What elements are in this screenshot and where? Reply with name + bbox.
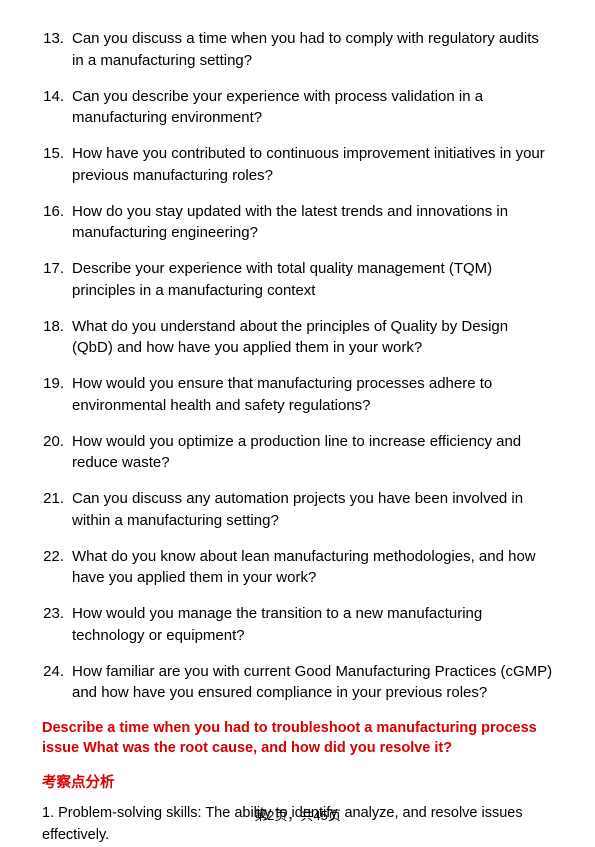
question-text: How do you stay updated with the latest … bbox=[72, 201, 553, 245]
question-number: 14. bbox=[42, 86, 72, 130]
question-number: 16. bbox=[42, 201, 72, 245]
question-number: 20. bbox=[42, 431, 72, 475]
question-list: 13.Can you discuss a time when you had t… bbox=[42, 28, 553, 704]
question-number: 21. bbox=[42, 488, 72, 532]
question-number: 19. bbox=[42, 373, 72, 417]
question-text: How have you contributed to continuous i… bbox=[72, 143, 553, 187]
question-text: What do you understand about the princip… bbox=[72, 316, 553, 360]
question-item: 23.How would you manage the transition t… bbox=[42, 603, 553, 647]
question-number: 22. bbox=[42, 546, 72, 590]
question-number: 23. bbox=[42, 603, 72, 647]
question-text: What do you know about lean manufacturin… bbox=[72, 546, 553, 590]
question-item: 20.How would you optimize a production l… bbox=[42, 431, 553, 475]
question-item: 21.Can you discuss any automation projec… bbox=[42, 488, 553, 532]
question-item: 13.Can you discuss a time when you had t… bbox=[42, 28, 553, 72]
section-heading: Describe a time when you had to troubles… bbox=[42, 718, 553, 759]
question-item: 22.What do you know about lean manufactu… bbox=[42, 546, 553, 590]
question-item: 16.How do you stay updated with the late… bbox=[42, 201, 553, 245]
question-text: How would you optimize a production line… bbox=[72, 431, 553, 475]
question-item: 24.How familiar are you with current Goo… bbox=[42, 661, 553, 705]
question-text: Can you discuss any automation projects … bbox=[72, 488, 553, 532]
question-text: Can you describe your experience with pr… bbox=[72, 86, 553, 130]
question-text: How familiar are you with current Good M… bbox=[72, 661, 553, 705]
question-item: 19.How would you ensure that manufacturi… bbox=[42, 373, 553, 417]
question-number: 13. bbox=[42, 28, 72, 72]
section-subheading: 考察点分析 bbox=[42, 771, 553, 792]
question-text: Can you discuss a time when you had to c… bbox=[72, 28, 553, 72]
page-footer: 第2页，共45页 bbox=[0, 805, 595, 824]
question-item: 15.How have you contributed to continuou… bbox=[42, 143, 553, 187]
question-text: How would you ensure that manufacturing … bbox=[72, 373, 553, 417]
question-text: How would you manage the transition to a… bbox=[72, 603, 553, 647]
question-number: 24. bbox=[42, 661, 72, 705]
question-item: 18.What do you understand about the prin… bbox=[42, 316, 553, 360]
question-text: Describe your experience with total qual… bbox=[72, 258, 553, 302]
question-item: 17.Describe your experience with total q… bbox=[42, 258, 553, 302]
question-number: 18. bbox=[42, 316, 72, 360]
question-number: 15. bbox=[42, 143, 72, 187]
question-number: 17. bbox=[42, 258, 72, 302]
question-item: 14.Can you describe your experience with… bbox=[42, 86, 553, 130]
